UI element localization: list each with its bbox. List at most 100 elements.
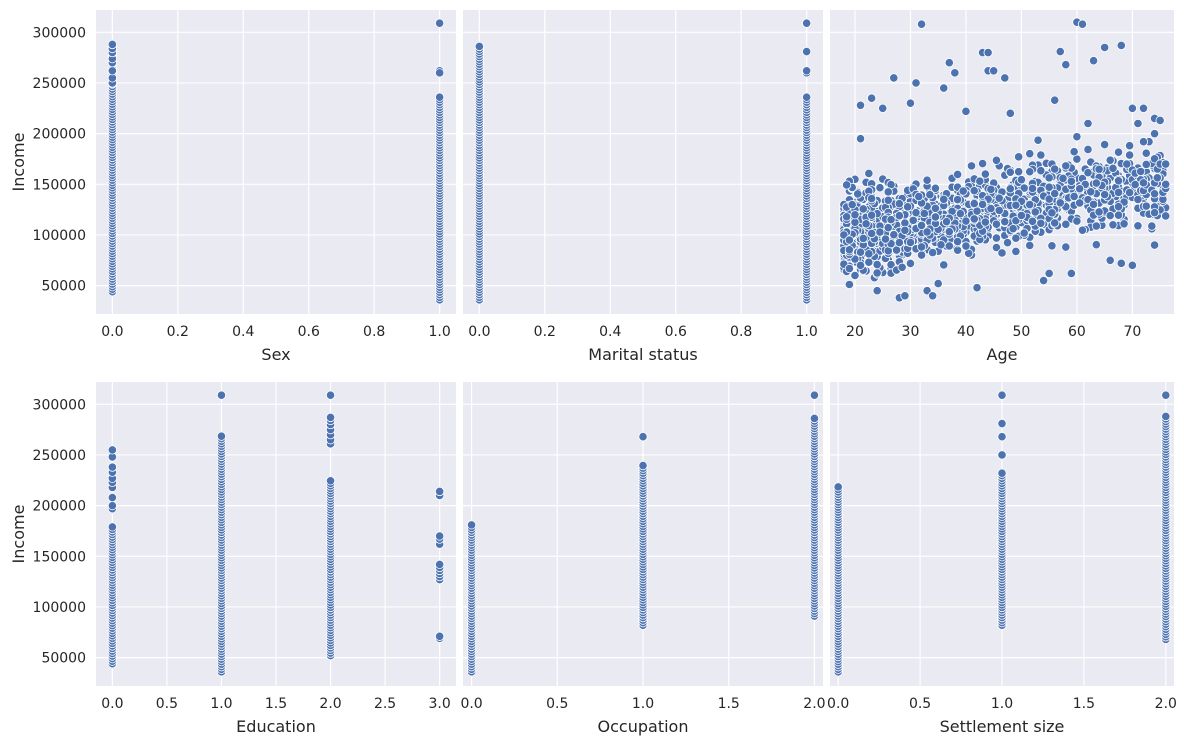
data-point	[1105, 211, 1115, 221]
x-tick-label: 40	[957, 324, 975, 340]
x-tick-label: 0.6	[298, 324, 320, 340]
data-point	[107, 501, 117, 511]
x-tick-label: 1.0	[991, 696, 1013, 712]
data-point	[867, 194, 877, 204]
data-point	[1055, 46, 1065, 57]
data-point	[883, 223, 893, 233]
data-point	[894, 211, 904, 221]
x-tick-label: 2.0	[1155, 696, 1177, 712]
data-point	[1133, 221, 1143, 231]
data-point	[1127, 103, 1137, 113]
data-point	[1100, 139, 1110, 150]
data-point	[928, 247, 938, 258]
data-point	[1011, 200, 1021, 210]
y-axis-label: Income	[9, 133, 28, 192]
data-point	[855, 134, 866, 144]
data-point	[1019, 228, 1029, 238]
data-point	[1105, 155, 1115, 165]
data-point	[1138, 103, 1149, 113]
data-point	[953, 169, 963, 179]
data-point	[844, 235, 855, 245]
y-tick-label: 200000	[33, 127, 86, 143]
data-point	[1066, 268, 1076, 279]
data-point	[1033, 135, 1043, 145]
data-point	[1094, 207, 1104, 217]
data-point	[1030, 207, 1040, 217]
data-point	[1083, 118, 1093, 129]
data-point	[1077, 19, 1088, 29]
data-point	[953, 195, 963, 205]
data-point	[1036, 166, 1046, 176]
x-tick-label: 1.0	[796, 324, 818, 340]
data-point	[900, 225, 910, 235]
data-point	[903, 202, 913, 212]
data-point	[944, 227, 954, 237]
x-axis-label: Occupation	[598, 717, 689, 736]
data-point	[916, 220, 927, 230]
data-point	[997, 248, 1007, 258]
data-point	[1125, 141, 1135, 151]
sex-points	[107, 18, 445, 305]
x-tick-label: 2.5	[374, 696, 396, 712]
data-point	[1149, 129, 1160, 139]
data-point	[1002, 238, 1013, 248]
data-point	[872, 268, 882, 278]
data-point	[966, 161, 977, 171]
data-point	[1044, 194, 1054, 204]
data-point	[883, 195, 893, 205]
data-point	[1047, 241, 1057, 251]
data-point	[969, 214, 979, 224]
settlement-size-panel: 0.0 0.5 1.0 1.5 2.0 Settlement size	[827, 382, 1177, 736]
data-point	[900, 291, 910, 301]
x-axis-label: Sex	[261, 345, 290, 364]
data-point	[107, 492, 117, 503]
data-point	[864, 249, 874, 259]
data-point	[1016, 175, 1027, 185]
data-point	[1161, 411, 1171, 422]
data-point	[844, 263, 855, 274]
data-point	[969, 198, 979, 209]
data-point	[809, 390, 820, 400]
data-point	[216, 390, 227, 400]
data-point	[1050, 218, 1060, 228]
data-point	[1005, 108, 1015, 118]
data-point	[466, 520, 477, 530]
data-point	[1133, 194, 1143, 205]
x-tick-label: 20	[846, 324, 864, 340]
data-point	[1055, 198, 1065, 208]
data-point	[1136, 166, 1146, 177]
x-tick-label: 1.0	[429, 324, 451, 340]
data-point	[1011, 246, 1021, 257]
data-point	[1072, 132, 1082, 142]
sex-plot-area	[96, 10, 456, 314]
x-tick-label: 30	[902, 324, 920, 340]
data-point	[986, 203, 996, 214]
data-point	[638, 460, 648, 471]
data-point	[997, 450, 1007, 460]
data-point	[1152, 173, 1162, 183]
data-point	[435, 531, 445, 541]
data-point	[1069, 191, 1079, 202]
data-point	[1161, 390, 1171, 400]
data-point	[1011, 233, 1021, 243]
data-point	[883, 187, 893, 197]
x-tick-label: 70	[1123, 324, 1141, 340]
y-tick-label: 300000	[33, 25, 86, 41]
data-point	[958, 186, 968, 196]
data-point	[911, 78, 921, 88]
x-tick-label: 1.0	[632, 696, 654, 712]
data-point	[847, 200, 857, 210]
data-point	[1000, 217, 1010, 227]
x-tick-label: 2.0	[803, 696, 825, 712]
data-point	[844, 279, 855, 290]
data-point	[864, 168, 874, 179]
data-point	[1119, 219, 1129, 229]
data-point	[435, 486, 445, 497]
data-point	[1149, 189, 1160, 199]
data-point	[867, 93, 877, 103]
data-point	[1088, 56, 1099, 66]
data-point	[908, 215, 918, 225]
marital-status-points	[474, 18, 812, 305]
data-point	[855, 247, 866, 257]
data-point	[858, 204, 868, 214]
